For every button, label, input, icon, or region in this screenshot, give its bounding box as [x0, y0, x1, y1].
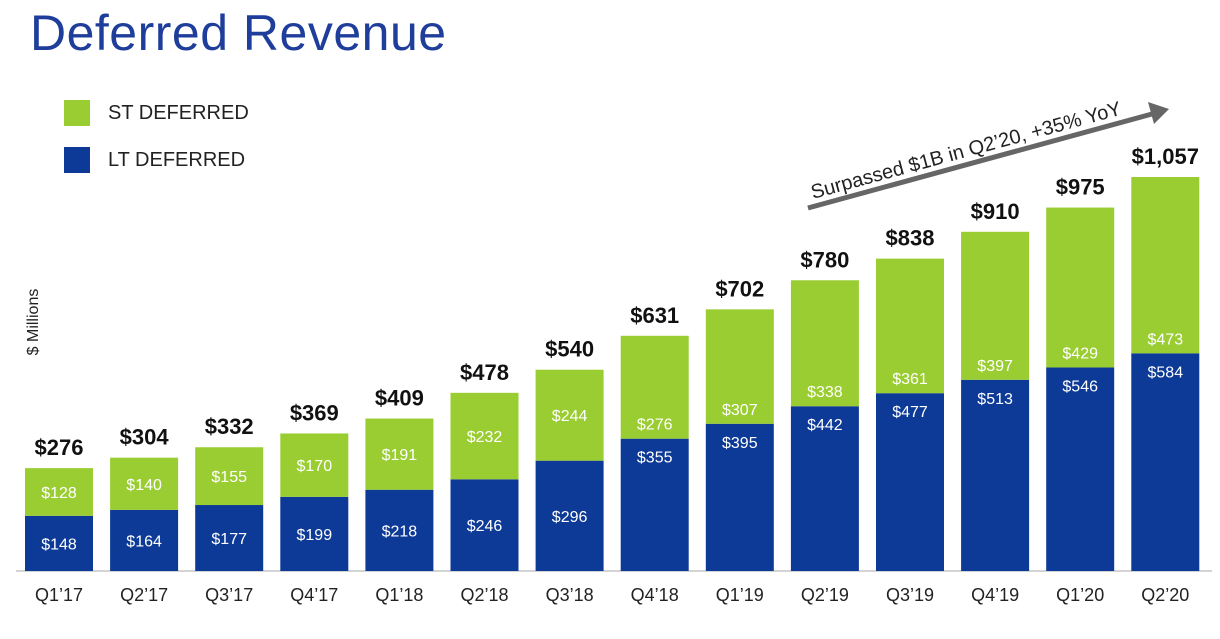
- category-label: Q1’17: [35, 585, 83, 605]
- total-value-label: $780: [800, 247, 849, 272]
- bar-st-deferred: [110, 457, 179, 510]
- st-value-label: $140: [126, 477, 162, 494]
- bar-st-deferred: [365, 418, 434, 490]
- bar-lt-deferred: [110, 509, 179, 571]
- bar-st-deferred: [1131, 177, 1200, 354]
- lt-value-label: $164: [126, 533, 162, 550]
- total-value-label: $631: [630, 303, 679, 328]
- st-value-label: $397: [977, 358, 1013, 375]
- bar-st-deferred: [876, 258, 944, 394]
- category-label: Q3’19: [886, 585, 934, 605]
- legend-item-lt: LT DEFERRED: [64, 147, 249, 173]
- category-label: Q1’19: [716, 585, 764, 605]
- st-value-label: $361: [892, 371, 928, 388]
- legend: ST DEFERRED LT DEFERRED: [64, 100, 249, 194]
- lt-value-label: $584: [1148, 364, 1184, 381]
- total-value-label: $304: [120, 425, 170, 450]
- legend-swatch-st: [64, 100, 90, 126]
- lt-value-label: $442: [807, 417, 843, 434]
- bar-st-deferred: [790, 280, 859, 407]
- y-axis-label: $ Millions: [25, 289, 42, 356]
- bar-st-deferred: [25, 468, 93, 516]
- category-label: Q4’17: [290, 585, 338, 605]
- total-value-label: $369: [290, 400, 339, 425]
- category-label: Q2’19: [801, 585, 849, 605]
- st-value-label: $276: [637, 417, 673, 434]
- bar-st-deferred: [450, 392, 519, 480]
- total-value-label: $910: [971, 199, 1020, 224]
- bar-st-deferred: [195, 447, 264, 506]
- total-value-label: $838: [886, 226, 935, 251]
- lt-value-label: $177: [211, 531, 247, 548]
- st-value-label: $338: [807, 384, 843, 401]
- bar-lt-deferred: [705, 423, 774, 571]
- category-label: Q2’18: [460, 585, 508, 605]
- st-value-label: $232: [467, 429, 503, 446]
- bar-lt-deferred: [535, 460, 604, 571]
- bar-lt-deferred: [961, 379, 1030, 571]
- lt-value-label: $355: [637, 450, 673, 467]
- growth-arrow-head-icon: [1148, 102, 1169, 124]
- st-value-label: $170: [297, 458, 333, 475]
- st-value-label: $473: [1148, 331, 1184, 348]
- st-value-label: $429: [1062, 345, 1098, 362]
- st-value-label: $191: [382, 447, 418, 464]
- bars-group: $148 $128 $276 Q1’17 $164 $140 $304 Q2’17 $177 $1…: [25, 144, 1200, 605]
- category-label: Q4’18: [631, 585, 679, 605]
- growth-arrow: Surpassed $1B in Q2’20, +35% YoY: [807, 98, 1169, 211]
- lt-value-label: $246: [467, 518, 503, 535]
- bar-lt-deferred: [450, 479, 519, 571]
- st-value-label: $244: [552, 408, 588, 425]
- bar-lt-deferred: [790, 406, 859, 571]
- lt-value-label: $199: [297, 527, 333, 544]
- legend-item-st: ST DEFERRED: [64, 100, 249, 126]
- bar-st-deferred: [280, 433, 349, 497]
- lt-value-label: $546: [1062, 378, 1098, 395]
- page-title: Deferred Revenue: [30, 5, 447, 61]
- total-value-label: $540: [545, 337, 594, 362]
- total-value-label: $478: [460, 360, 509, 385]
- legend-label-lt: LT DEFERRED: [108, 148, 246, 171]
- st-value-label: $155: [211, 469, 247, 486]
- growth-arrow-line: [807, 111, 1153, 211]
- category-label: Q2’20: [1141, 585, 1189, 605]
- category-label: Q3’18: [546, 585, 594, 605]
- bar-lt-deferred: [25, 515, 93, 571]
- lt-value-label: $218: [382, 523, 418, 540]
- bar-lt-deferred: [1131, 353, 1200, 571]
- bar-lt-deferred: [365, 489, 434, 571]
- category-label: Q3’17: [205, 585, 253, 605]
- total-value-label: $276: [35, 435, 84, 460]
- lt-value-label: $296: [552, 509, 588, 526]
- category-label: Q1’20: [1056, 585, 1104, 605]
- lt-value-label: $513: [977, 391, 1013, 408]
- lt-value-label: $395: [722, 435, 758, 452]
- category-label: Q4’19: [971, 585, 1019, 605]
- legend-swatch-lt: [64, 147, 90, 173]
- bar-st-deferred: [961, 231, 1030, 380]
- legend-label-st: ST DEFERRED: [108, 101, 249, 124]
- category-label: Q2’17: [120, 585, 168, 605]
- st-value-label: $307: [722, 402, 758, 419]
- total-value-label: $975: [1056, 175, 1105, 200]
- bar-lt-deferred: [620, 438, 689, 571]
- bar-lt-deferred: [1046, 367, 1115, 571]
- total-value-label: $409: [375, 386, 424, 411]
- total-value-label: $332: [205, 414, 254, 439]
- bar-st-deferred: [1046, 207, 1115, 368]
- bar-st-deferred: [535, 369, 604, 461]
- bar-lt-deferred: [195, 505, 264, 571]
- total-value-label: $1,057: [1132, 144, 1199, 169]
- lt-value-label: $477: [892, 404, 928, 421]
- bar-lt-deferred: [280, 496, 349, 571]
- lt-value-label: $148: [41, 536, 77, 553]
- bar-st-deferred: [620, 335, 689, 439]
- st-value-label: $128: [41, 485, 77, 502]
- bar-st-deferred: [705, 309, 774, 424]
- bar-lt-deferred: [876, 393, 944, 571]
- total-value-label: $702: [715, 276, 764, 301]
- category-label: Q1’18: [375, 585, 423, 605]
